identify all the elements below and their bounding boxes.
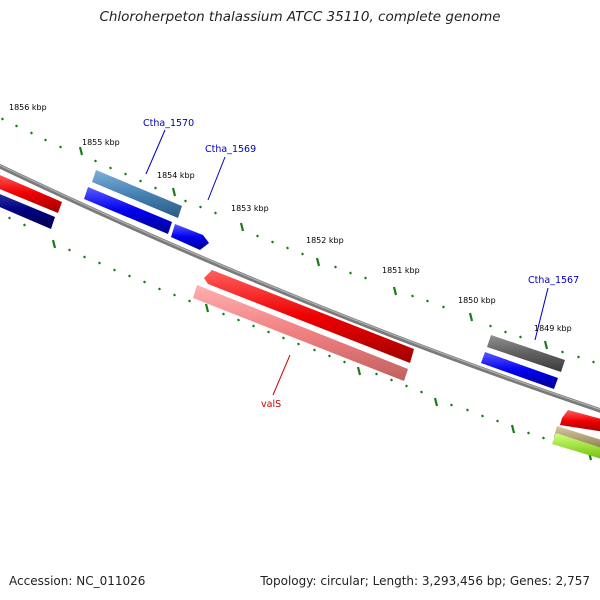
leader-ctha-1567	[534, 287, 549, 341]
gene-right-olive[interactable]	[554, 426, 600, 450]
genome-backbone	[0, 163, 600, 413]
gene-ctha-1570[interactable]	[92, 170, 182, 218]
cds-ctha-1567[interactable]	[481, 352, 558, 389]
label-vals[interactable]: valS	[261, 399, 281, 410]
tick-label-1853: 1853 kbp	[231, 204, 269, 213]
leader-ctha-1570	[145, 129, 166, 175]
gene-vals[interactable]	[193, 285, 408, 381]
tick-label-1852: 1852 kbp	[306, 236, 344, 245]
leader-ctha-1569	[207, 156, 226, 201]
tick-label-1856: 1856 kbp	[9, 103, 47, 112]
cds-right-red[interactable]	[560, 410, 600, 432]
cds-left-red[interactable]	[0, 173, 62, 213]
gene-left-dark[interactable]	[0, 192, 55, 229]
cds-ctha-1570[interactable]	[84, 187, 172, 234]
accession-text: Accession: NC_011026	[9, 574, 146, 588]
tick-label-1849: 1849 kbp	[534, 324, 572, 333]
cds-vals[interactable]	[204, 270, 414, 363]
gene-right-lime[interactable]	[552, 433, 600, 460]
outer-tick-ring	[1, 117, 595, 364]
tick-label-1855: 1855 kbp	[82, 138, 120, 147]
tick-label-1854: 1854 kbp	[157, 171, 195, 180]
map-title: Chloroherpeton thalassium ATCC 35110, co…	[99, 9, 501, 25]
leader-vals	[272, 354, 291, 396]
genome-summary-text: Topology: circular; Length: 3,293,456 bp…	[260, 574, 590, 588]
gene-ctha-1567[interactable]	[487, 335, 565, 372]
tick-label-1850: 1850 kbp	[458, 296, 496, 305]
label-ctha-1569[interactable]: Ctha_1569	[205, 144, 256, 155]
label-ctha-1567[interactable]: Ctha_1567	[528, 275, 579, 286]
label-ctha-1570[interactable]: Ctha_1570	[143, 118, 194, 129]
tick-label-1851: 1851 kbp	[382, 266, 420, 275]
cds-ctha-1569[interactable]	[171, 224, 209, 250]
